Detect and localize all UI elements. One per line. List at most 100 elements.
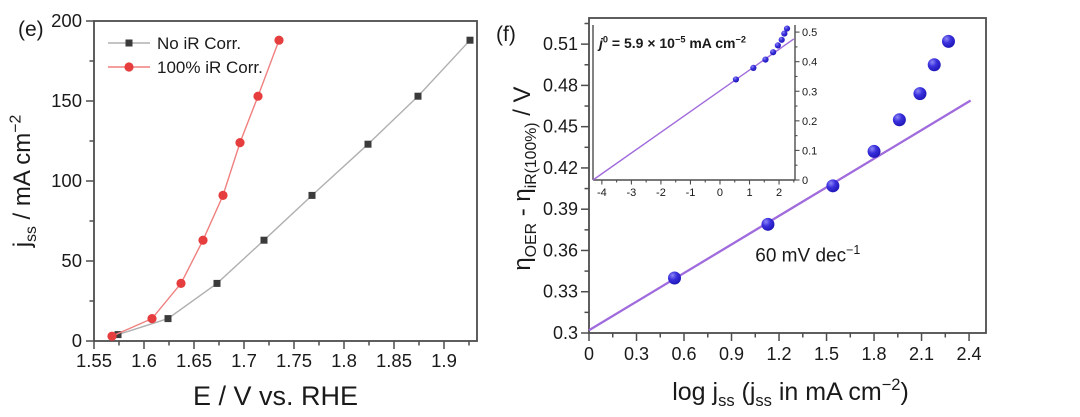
y-tick-label: 0.42 xyxy=(543,158,578,178)
panel-f: 0 0.3 0.6 0.9 1.2 1.5 1.8 2.1 2.4 0.3 0.33 0.36 0.39… xyxy=(496,17,987,410)
data-point-square xyxy=(260,236,268,244)
inset-x-tick-label: -2 xyxy=(656,187,666,199)
legend-marker-square xyxy=(125,39,133,47)
panel-e-letter: (e) xyxy=(18,18,44,41)
data-point-circle xyxy=(274,35,284,45)
inset-y-tick-label: 0 xyxy=(802,175,808,187)
inset-data-point-sphere xyxy=(762,56,769,63)
y-tick-label: 200 xyxy=(51,10,82,31)
tafel-fit-line xyxy=(588,99,972,332)
label-part: in mA cm xyxy=(772,378,882,406)
inset-fit-line xyxy=(592,38,795,181)
inset-y-tick-label: 0.3 xyxy=(802,86,817,98)
x-tick-label: 1.9 xyxy=(431,350,457,371)
label-part: ) xyxy=(900,378,908,406)
data-point-circle xyxy=(235,138,245,148)
inset-data-point-sphere xyxy=(732,76,740,83)
legend-label: No iR Corr. xyxy=(157,34,241,53)
legend-marker-circle xyxy=(124,62,134,72)
data-point-square xyxy=(414,92,422,100)
inset-x-tick-label: -1 xyxy=(686,187,696,199)
inset-y-tick-label: 0.2 xyxy=(802,116,817,128)
label-part: - xyxy=(509,202,536,223)
series-line xyxy=(117,39,471,336)
label-part: ss xyxy=(755,392,772,410)
y-tick-label: 0.39 xyxy=(543,199,578,219)
data-point-sphere xyxy=(826,179,840,193)
label-part: ss xyxy=(23,226,40,242)
data-point-circle xyxy=(176,278,186,288)
label-part: (j xyxy=(735,378,756,406)
label-part: −5 xyxy=(675,34,685,44)
y-tick-label: 0.36 xyxy=(543,240,578,260)
data-point-square xyxy=(308,191,316,199)
series-line xyxy=(111,39,280,337)
series-no-ir-corr xyxy=(114,36,474,339)
x-tick-label: 2.4 xyxy=(957,344,982,364)
y-tick-label: 0 xyxy=(72,330,82,351)
data-point-circle xyxy=(147,314,157,324)
inset-data-point-sphere xyxy=(750,64,757,71)
inset-data-point-sphere xyxy=(778,36,785,43)
x-tick-label: 1.8 xyxy=(862,344,887,364)
label-part: / V xyxy=(509,86,536,122)
x-tick-label: 0 xyxy=(584,344,594,364)
label-part: ss xyxy=(718,392,735,410)
inset-y-tick-label: 0.4 xyxy=(802,57,817,69)
label-part: j xyxy=(597,35,604,51)
x-tick-label: 1.7 xyxy=(231,350,257,371)
x-tick-label: 1.6 xyxy=(131,350,157,371)
series-100-ir-corr xyxy=(107,35,284,341)
data-point-sphere xyxy=(913,87,927,101)
label-part: −2 xyxy=(736,34,746,44)
inset-exchange-current-label: j0 = 5.9 × 10−5 mA cm−2 xyxy=(597,34,746,51)
inset-x-tick-label: 2 xyxy=(776,187,782,199)
panel-e-frame xyxy=(93,20,478,342)
y-tick-label: 0.33 xyxy=(543,282,578,302)
inset-x-tick-label: -4 xyxy=(597,187,607,199)
data-point-square xyxy=(164,315,172,323)
tafel-slope-label: 60 mV dec−1 xyxy=(755,243,860,267)
panel-e-ticks xyxy=(86,20,470,349)
inset-x-tick-label: 1 xyxy=(746,187,752,199)
inset-data-point-sphere xyxy=(770,49,777,56)
panel-e: 1.55 1.6 1.65 1.7 1.75 1.8 1.85 1.9 0 50 100 150 200… xyxy=(7,10,478,411)
label-part: iR(100%) xyxy=(523,122,540,188)
data-point-square xyxy=(466,36,474,44)
inset-y-tick-label: 0.1 xyxy=(802,145,817,157)
data-point-square xyxy=(114,331,122,339)
panel-f-frame xyxy=(588,17,987,334)
label-part: mA cm xyxy=(685,35,735,51)
label-part: / mA cm xyxy=(9,133,36,226)
label-part: −2 xyxy=(882,376,901,394)
panel-f-ticks xyxy=(581,22,970,341)
inset-data-point-sphere xyxy=(774,42,781,49)
panel-e-y-axis-label: jss / mA cm−2 xyxy=(7,115,39,249)
legend-label: 100% iR Corr. xyxy=(157,58,263,77)
panel-f-letter: (f) xyxy=(496,23,516,46)
x-tick-label: 1.8 xyxy=(331,350,357,371)
x-tick-label: 1.5 xyxy=(814,344,839,364)
panel-f-inset: -4 -3 -2 -1 0 1 200.10.20.30.40.5j0 = 5.9 × 10… xyxy=(592,25,817,199)
data-point-square xyxy=(213,279,221,287)
y-tick-label: 0.45 xyxy=(543,117,578,137)
inset-data-point-sphere xyxy=(783,25,791,32)
inset-ticks xyxy=(601,31,800,185)
label-part: 60 mV dec xyxy=(755,245,846,266)
data-point-sphere xyxy=(761,217,775,231)
y-tick-label: 100 xyxy=(51,170,82,191)
data-point-sphere xyxy=(867,144,881,158)
label-part: η xyxy=(509,257,536,270)
label-part: η xyxy=(509,188,536,201)
x-tick-label: 0.6 xyxy=(671,344,696,364)
data-point-square xyxy=(364,140,372,148)
x-tick-label: 1.65 xyxy=(176,350,212,371)
x-tick-label: 1.85 xyxy=(376,350,412,371)
label-part: log j xyxy=(672,378,718,406)
x-tick-label: 1.2 xyxy=(767,344,792,364)
inset-y-tick-label: 0.5 xyxy=(802,27,817,39)
label-part: 0 xyxy=(603,34,608,44)
y-tick-label: 150 xyxy=(51,90,82,111)
